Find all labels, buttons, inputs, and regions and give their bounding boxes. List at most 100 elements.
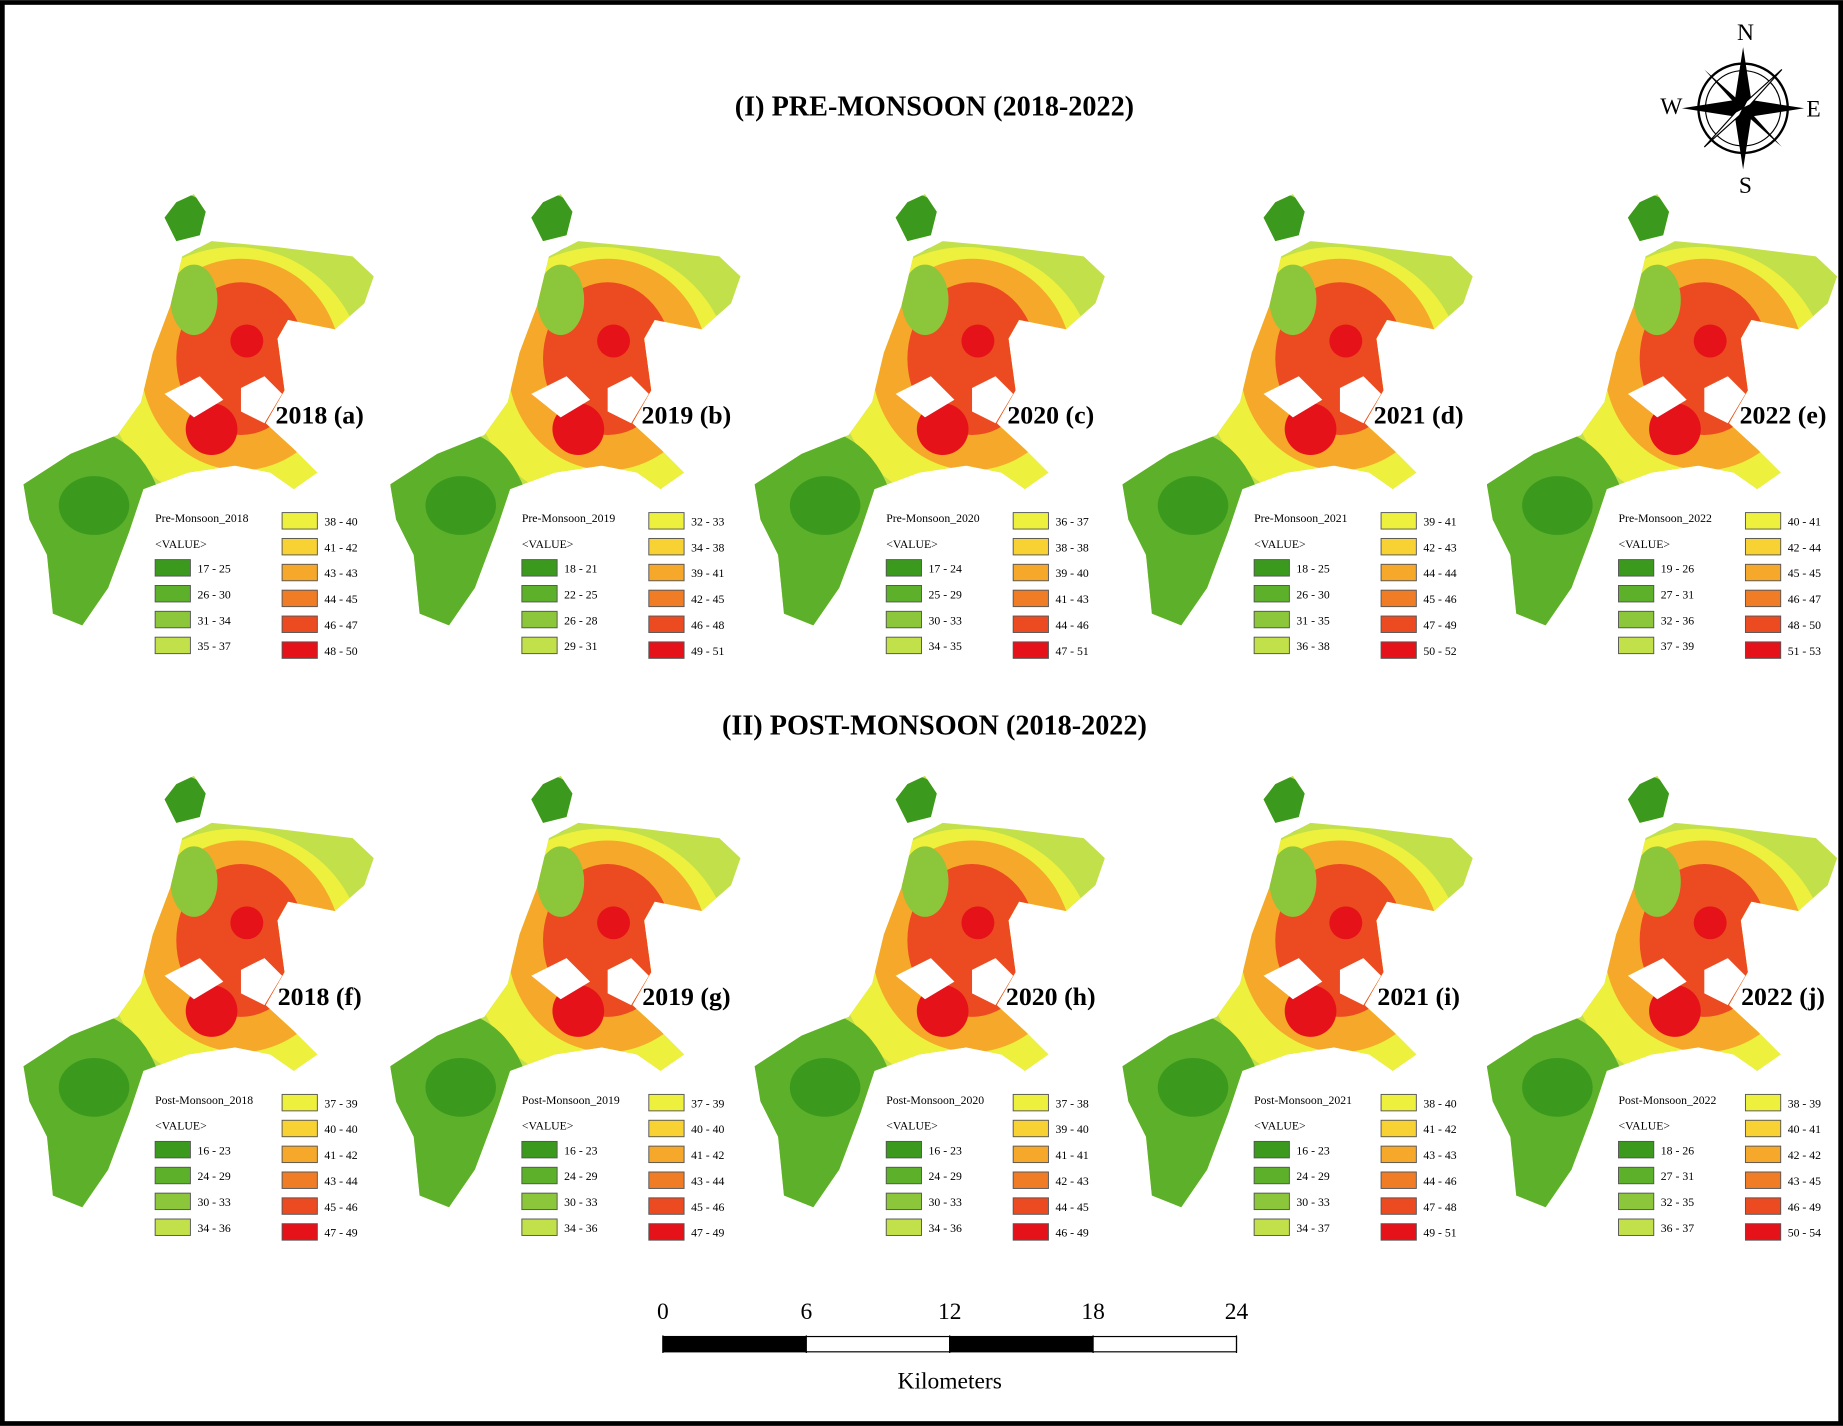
legend-swatch xyxy=(1013,1094,1048,1110)
legend-class: 34 - 36 xyxy=(197,1222,230,1235)
scale-tick-label: 12 xyxy=(938,1299,962,1325)
legend-swatch xyxy=(1381,513,1416,529)
legend-swatch xyxy=(649,513,684,529)
legend-swatch xyxy=(1254,611,1289,627)
legend-swatch xyxy=(155,637,190,653)
legend-class: 38 - 38 xyxy=(1055,541,1088,554)
legend-class: 43 - 44 xyxy=(691,1175,724,1188)
legend-swatch xyxy=(886,1219,921,1235)
legend-class: 41 - 41 xyxy=(1055,1149,1088,1162)
legend-class: 50 - 52 xyxy=(1423,645,1456,658)
legend-swatch xyxy=(1745,590,1780,606)
legend-swatch xyxy=(649,1146,684,1162)
legend-title: Pre-Monsoon_2021 xyxy=(1254,512,1347,525)
legend-class: 34 - 37 xyxy=(1296,1222,1329,1235)
legend-class: 24 - 29 xyxy=(564,1170,597,1183)
legend-class: 42 - 43 xyxy=(1423,541,1456,554)
legend-swatch xyxy=(1254,1193,1289,1209)
legend-swatch xyxy=(1381,590,1416,606)
panel-label: 2021 (i) xyxy=(1377,982,1460,1011)
legend-class: 48 - 50 xyxy=(1788,619,1821,632)
legend-swatch xyxy=(282,1094,317,1110)
legend-class: 41 - 43 xyxy=(1055,593,1088,606)
legend-swatch xyxy=(886,637,921,653)
map-panel: 2020 (c)Pre-Monsoon_2020<VALUE>17 - 2425… xyxy=(731,176,1119,658)
legend-class: 37 - 39 xyxy=(324,1097,357,1110)
legend-class: 41 - 42 xyxy=(324,1149,357,1162)
legend-class: 40 - 40 xyxy=(691,1123,724,1136)
legend-swatch xyxy=(1013,538,1048,554)
legend-class: 24 - 29 xyxy=(197,1170,230,1183)
legend-class: 41 - 42 xyxy=(1423,1123,1456,1136)
panel-label: 2020 (c) xyxy=(1007,400,1094,429)
legend-class: 46 - 47 xyxy=(1788,593,1821,606)
legend-class: 27 - 31 xyxy=(1661,1170,1694,1183)
legend-swatch xyxy=(282,1224,317,1240)
legend-field: <VALUE> xyxy=(886,538,938,551)
legend-class: 39 - 40 xyxy=(1055,567,1088,580)
legend-class: 42 - 45 xyxy=(691,593,724,606)
legend-swatch xyxy=(1745,616,1780,632)
legend-swatch xyxy=(886,1167,921,1183)
legend-class: 39 - 40 xyxy=(1055,1123,1088,1136)
legend-class: 45 - 45 xyxy=(1788,567,1821,580)
legend-class: 46 - 49 xyxy=(1055,1227,1088,1240)
legend-swatch xyxy=(649,1224,684,1240)
legend-class: 43 - 45 xyxy=(1788,1175,1821,1188)
legend-class: 18 - 21 xyxy=(564,563,597,576)
legend-class: 36 - 38 xyxy=(1296,640,1329,653)
legend-class: 46 - 49 xyxy=(1788,1201,1821,1214)
legend-swatch xyxy=(1619,1167,1654,1183)
legend-class: 16 - 23 xyxy=(564,1144,597,1157)
legend-swatch xyxy=(1381,538,1416,554)
legend-title: Pre-Monsoon_2018 xyxy=(155,512,248,525)
legend-swatch xyxy=(522,611,557,627)
scale-segment xyxy=(663,1337,806,1352)
legend-swatch xyxy=(155,560,190,576)
legend-class: 44 - 45 xyxy=(324,593,357,606)
legend-field: <VALUE> xyxy=(522,1120,574,1133)
legend-swatch xyxy=(1619,560,1654,576)
legend-swatch xyxy=(155,1141,190,1157)
legend-swatch xyxy=(155,1193,190,1209)
compass-label: N xyxy=(1737,20,1754,46)
legend-swatch xyxy=(1254,1141,1289,1157)
legend-class: 26 - 30 xyxy=(197,588,230,601)
legend-swatch xyxy=(1381,1146,1416,1162)
legend-swatch xyxy=(649,1094,684,1110)
legend-swatch xyxy=(1381,1224,1416,1240)
legend-class: 22 - 25 xyxy=(564,588,597,601)
compass-label: W xyxy=(1660,94,1683,120)
legend-swatch xyxy=(155,611,190,627)
legend-swatch xyxy=(1745,642,1780,658)
legend-class: 37 - 39 xyxy=(691,1097,724,1110)
legend-class: 32 - 35 xyxy=(1661,1196,1694,1209)
legend-swatch xyxy=(886,560,921,576)
legend-swatch xyxy=(649,1198,684,1214)
legend-class: 34 - 36 xyxy=(564,1222,597,1235)
legend-swatch xyxy=(1254,585,1289,601)
legend-class: 31 - 34 xyxy=(197,614,230,627)
legend-swatch xyxy=(155,585,190,601)
scale-unit: Kilometers xyxy=(897,1368,1001,1394)
legend-swatch xyxy=(1381,642,1416,658)
legend-class: 26 - 30 xyxy=(1296,588,1329,601)
legend-swatch xyxy=(1745,1172,1780,1188)
legend-class: 42 - 43 xyxy=(1055,1175,1088,1188)
legend-swatch xyxy=(649,1172,684,1188)
legend-class: 42 - 44 xyxy=(1788,541,1821,554)
map-panel: 2022 (e)Pre-Monsoon_2022<VALUE>19 - 2627… xyxy=(1463,176,1843,658)
legend-class: 40 - 41 xyxy=(1788,1123,1821,1136)
legend-class: 36 - 37 xyxy=(1055,516,1088,529)
legend-title: Pre-Monsoon_2020 xyxy=(886,512,979,525)
legend-class: 45 - 46 xyxy=(324,1201,357,1214)
legend-swatch xyxy=(1619,1193,1654,1209)
legend-swatch xyxy=(1619,637,1654,653)
legend-swatch xyxy=(1619,1219,1654,1235)
panel-label: 2021 (d) xyxy=(1374,400,1464,429)
legend-class: 49 - 51 xyxy=(1423,1227,1456,1240)
legend-class: 37 - 39 xyxy=(1661,640,1694,653)
legend-swatch xyxy=(1254,637,1289,653)
legend-class: 35 - 37 xyxy=(197,640,230,653)
legend-swatch xyxy=(282,616,317,632)
